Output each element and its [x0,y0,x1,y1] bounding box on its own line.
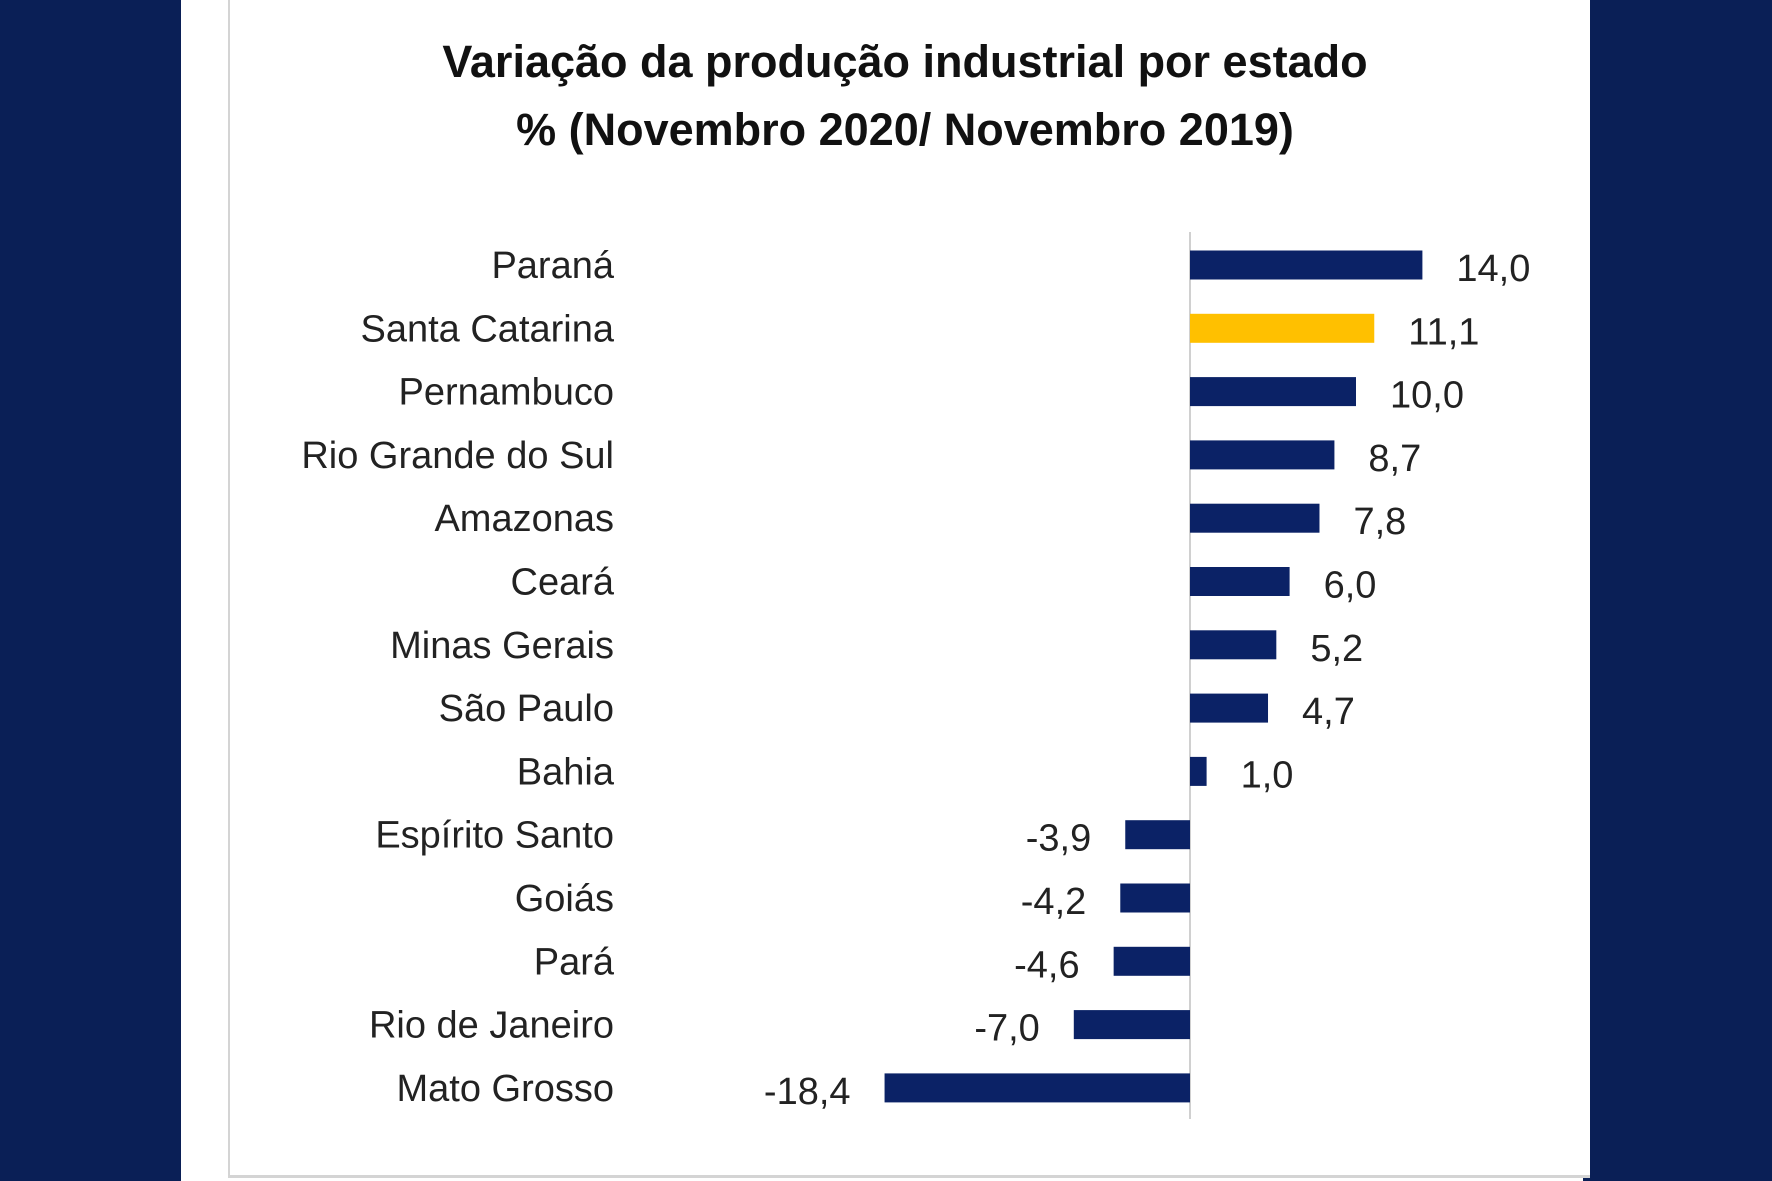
bar [1190,693,1269,723]
data-label: 10,0 [1390,375,1464,417]
data-label: 5,2 [1310,628,1363,670]
data-label: 1,0 [1241,754,1294,796]
category-label: Minas Gerais [390,625,614,667]
data-label: -4,2 [1021,881,1086,923]
bar [1113,946,1190,976]
bar [1073,1010,1190,1040]
category-label: Espírito Santo [375,815,614,857]
category-label: Goiás [515,878,614,920]
bar [1190,503,1320,533]
data-label: 6,0 [1324,565,1377,607]
bar [1190,756,1207,786]
bar [1190,377,1356,407]
bar [1190,567,1290,596]
data-label: 4,7 [1302,691,1355,733]
data-label: 14,0 [1456,248,1530,290]
data-label: 7,8 [1353,501,1406,543]
data-label: -3,9 [1026,818,1091,860]
bar [1120,883,1190,913]
bar [1125,820,1190,850]
data-label: 8,7 [1368,438,1421,480]
category-label: Bahia [517,751,615,793]
category-label: São Paulo [439,688,614,730]
chart-subtitle: % (Novembro 2020/ Novembro 2019) [516,104,1294,155]
bar [1190,440,1335,470]
bar [1190,313,1375,343]
category-label: Paraná [491,245,614,287]
bar [1190,630,1277,660]
category-label: Rio de Janeiro [369,1005,614,1047]
data-label: 11,1 [1408,311,1479,353]
category-label: Pará [534,941,615,983]
chart-card [228,0,1590,1178]
category-label: Pernambuco [399,372,614,414]
data-label: -4,6 [1014,944,1079,986]
chart-title: Variação da produção industrial por esta… [442,36,1368,87]
category-label: Ceará [511,562,615,604]
bar [1190,250,1423,280]
bar [884,1073,1190,1103]
category-label: Mato Grosso [396,1068,614,1110]
category-label: Amazonas [434,498,614,540]
data-label: -18,4 [764,1071,851,1113]
category-label: Santa Catarina [361,308,615,350]
category-label: Rio Grande do Sul [301,435,614,477]
data-label: -7,0 [974,1008,1039,1050]
